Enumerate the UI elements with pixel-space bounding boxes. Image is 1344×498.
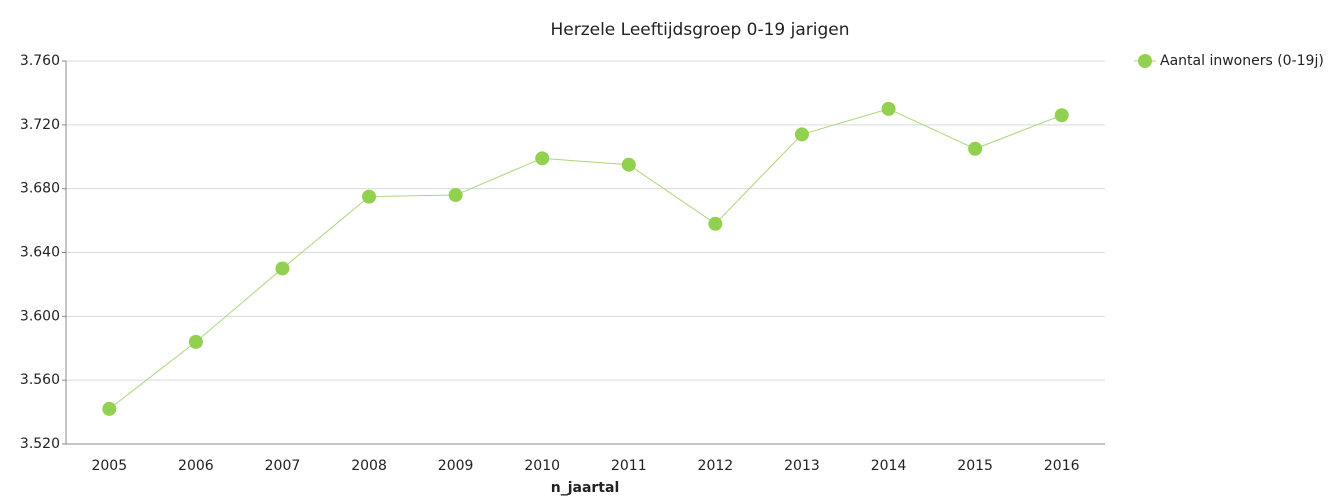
x-tick-label: 2013 [784,458,820,474]
chart-title: Herzele Leeftijdsgroep 0-19 jarigen [550,20,849,40]
y-tick-label: 3.560 [20,372,60,388]
series-line [108,108,1062,410]
data-point [621,157,636,172]
x-tick-label: 2011 [611,458,647,474]
x-tick-label: 2006 [178,458,214,474]
y-tick-label: 3.600 [20,308,60,324]
y-tick-label: 3.640 [20,245,60,261]
data-point [188,334,203,349]
x-tick-label: 2010 [524,458,560,474]
data-point [275,261,290,276]
x-tick-label: 2007 [265,458,301,474]
x-tick-label: 2009 [438,458,474,474]
x-tick-label: 2014 [871,458,907,474]
data-point [881,101,896,116]
x-axis-label: n_jaartal [551,480,620,496]
legend-label: Aantal inwoners (0-19j) [1160,53,1324,69]
data-point [708,216,723,231]
data-point [535,151,550,166]
data-point [794,127,809,142]
data-point [968,141,983,156]
x-tick-label: 2015 [957,458,993,474]
data-point [102,401,117,416]
legend-marker [1138,54,1152,68]
y-tick-label: 3.520 [20,436,60,452]
data-point [362,189,377,204]
x-tick-label: 2008 [351,458,387,474]
x-tick-label: 2005 [91,458,127,474]
y-tick-label: 3.760 [20,53,60,69]
x-tick-label: 2016 [1044,458,1080,474]
data-point [448,188,463,203]
y-tick-label: 3.680 [20,181,60,197]
x-tick-label: 2012 [698,458,734,474]
data-point [1054,108,1069,123]
y-tick-label: 3.720 [20,117,60,133]
